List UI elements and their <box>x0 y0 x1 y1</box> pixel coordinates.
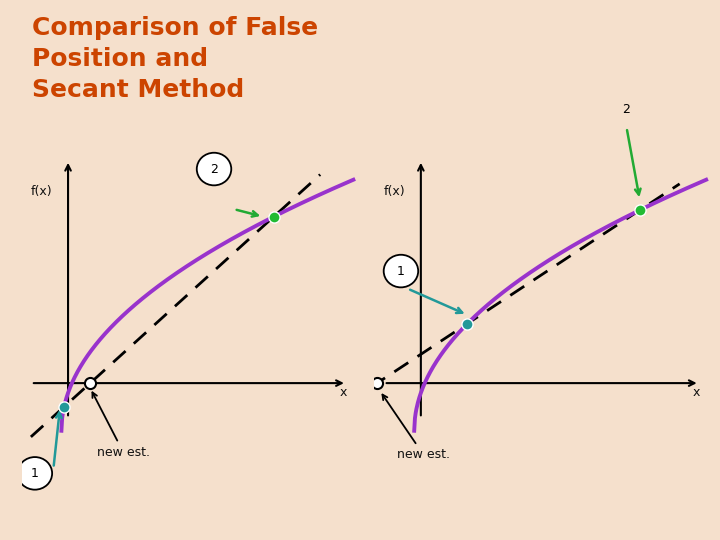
Text: f(x): f(x) <box>384 185 405 198</box>
Text: 2: 2 <box>623 103 631 116</box>
Text: Comparison of False
Position and
Secant Method: Comparison of False Position and Secant … <box>32 16 318 102</box>
Text: x: x <box>693 386 701 399</box>
Circle shape <box>197 153 231 185</box>
Text: f(x): f(x) <box>31 185 53 198</box>
Circle shape <box>384 255 418 287</box>
Text: x: x <box>340 386 348 399</box>
Text: new est.: new est. <box>382 395 450 461</box>
Text: 1: 1 <box>31 467 39 480</box>
Text: 1: 1 <box>397 265 405 278</box>
Circle shape <box>609 93 644 126</box>
Circle shape <box>17 457 52 490</box>
Text: new est.: new est. <box>92 393 150 459</box>
Text: 2: 2 <box>210 163 218 176</box>
